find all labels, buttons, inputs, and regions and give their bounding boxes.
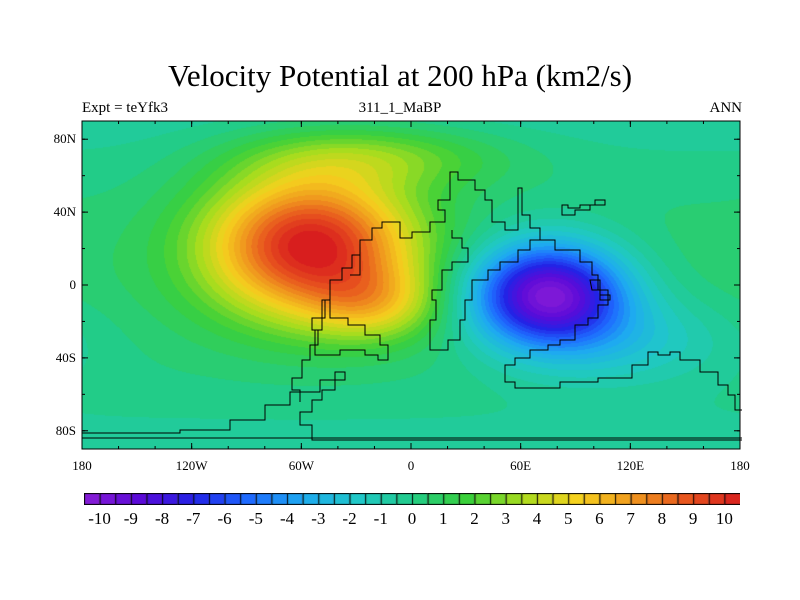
colorbar-label: -5	[248, 509, 263, 528]
plot-overlay	[81, 120, 742, 450]
coastline-outline	[82, 171, 742, 441]
colorbar-label: 3	[501, 509, 510, 528]
x-tick-label: 0	[407, 458, 415, 473]
colorbar-label: 0	[407, 509, 417, 528]
x-tick-label: 120W	[175, 458, 208, 473]
colorbar-label: -7	[186, 509, 201, 528]
y-tick-label: 40N	[53, 204, 76, 220]
y-tick-label: 0	[69, 277, 77, 292]
x-tick-label: 120E	[616, 458, 645, 473]
colorbar-label: 2	[470, 509, 479, 528]
subtitle-left: Expt = teYfk3	[82, 100, 168, 116]
colorbar-label: -4	[279, 509, 295, 528]
x-tick-label: 180	[730, 458, 750, 473]
colorbar-label: -9	[123, 509, 138, 528]
colorbar-label: 7	[626, 509, 635, 528]
x-tick-label: 60W	[288, 458, 314, 473]
colorbar-label: 10	[715, 509, 733, 528]
chart-title: Velocity Potential at 200 hPa (km2/s)	[167, 58, 633, 93]
subtitle-center: 311_1_MaBP	[358, 100, 442, 116]
colorbar-label: -10	[88, 509, 111, 528]
colorbar-label: -6	[217, 509, 232, 528]
colorbar-label: 5	[563, 509, 573, 528]
colorbar-label: -3	[311, 509, 326, 528]
y-tick-label: 80N	[53, 131, 76, 147]
y-tick-label: 40S	[55, 349, 76, 365]
x-tick-label: 60E	[510, 458, 532, 473]
y-tick-label: 80S	[55, 422, 76, 438]
colorbar-label: -8	[155, 509, 170, 528]
colorbar-label: 9	[688, 509, 698, 528]
colorbar-label: 8	[657, 509, 667, 528]
subtitle-right: ANN	[709, 100, 743, 116]
axis-ticks	[81, 121, 741, 449]
colorbar-label: -1	[373, 509, 388, 528]
colorbar-label: 6	[595, 509, 604, 528]
colorbar-label: 1	[438, 509, 448, 528]
plot-frame	[81, 120, 741, 450]
colorbar-label: -2	[342, 509, 357, 528]
x-tick-label: 180	[72, 458, 92, 473]
colorbar	[84, 493, 740, 505]
colorbar-label: 4	[532, 509, 542, 528]
contour-field	[82, 121, 740, 449]
